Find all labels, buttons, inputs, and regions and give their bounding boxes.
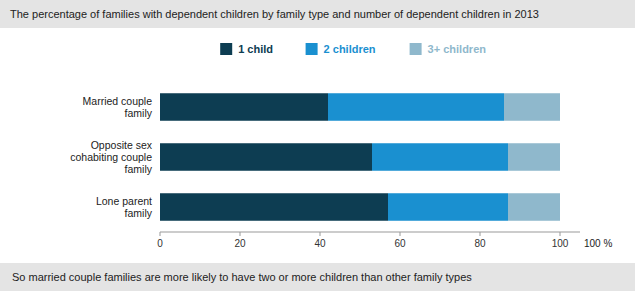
category-label-line: Lone parent <box>96 195 152 207</box>
category-label-line: cohabiting couple <box>70 151 152 163</box>
x-tick-label: 100 <box>552 238 569 249</box>
category-label-line: family <box>125 163 153 175</box>
legend-label: 2 children <box>324 43 376 55</box>
legend-swatch <box>306 43 318 55</box>
category-label-line: family <box>125 207 153 219</box>
category-label-line: Opposite sex <box>91 139 153 151</box>
x-tick-label: 40 <box>314 238 326 249</box>
legend: 1 child 2 children 3+ children <box>220 43 486 55</box>
x-tick-label: 0 <box>157 238 163 249</box>
x-tick <box>480 232 481 236</box>
x-tick-label: 60 <box>394 238 406 249</box>
bar-segment <box>388 193 508 221</box>
x-tick-label: 80 <box>474 238 486 249</box>
category-label: Married couplefamily <box>83 95 153 119</box>
bar-segment <box>504 93 560 121</box>
legend-label: 3+ children <box>428 43 487 55</box>
title-strip <box>0 0 635 28</box>
bar-segment <box>372 143 508 171</box>
category-label-line: family <box>125 107 153 119</box>
bars <box>160 93 560 221</box>
legend-label: 1 child <box>238 43 273 55</box>
bar-segment <box>160 93 328 121</box>
x-tick <box>560 232 561 236</box>
footer-note: So married couple families are more like… <box>12 271 472 283</box>
legend-swatch <box>410 43 422 55</box>
bar-segment <box>328 93 504 121</box>
title: The percentage of families with dependen… <box>10 8 539 20</box>
x-axis <box>160 232 580 233</box>
bar-segment <box>160 193 388 221</box>
category-label: Lone parentfamily <box>96 195 153 219</box>
x-tick <box>320 232 321 236</box>
bar-segment <box>508 143 560 171</box>
x-tick <box>240 232 241 236</box>
background <box>0 0 635 291</box>
x-tick <box>160 232 161 236</box>
legend-swatch <box>220 43 232 55</box>
category-label: Opposite sexcohabiting couplefamily <box>70 139 152 175</box>
footer-strip <box>0 263 635 291</box>
bar-segment <box>508 193 560 221</box>
axis-unit-note: 100 % <box>584 238 612 249</box>
x-tick <box>400 232 401 236</box>
category-label-line: Married couple <box>83 95 153 107</box>
bar-segment <box>160 143 372 171</box>
x-tick-label: 20 <box>234 238 246 249</box>
